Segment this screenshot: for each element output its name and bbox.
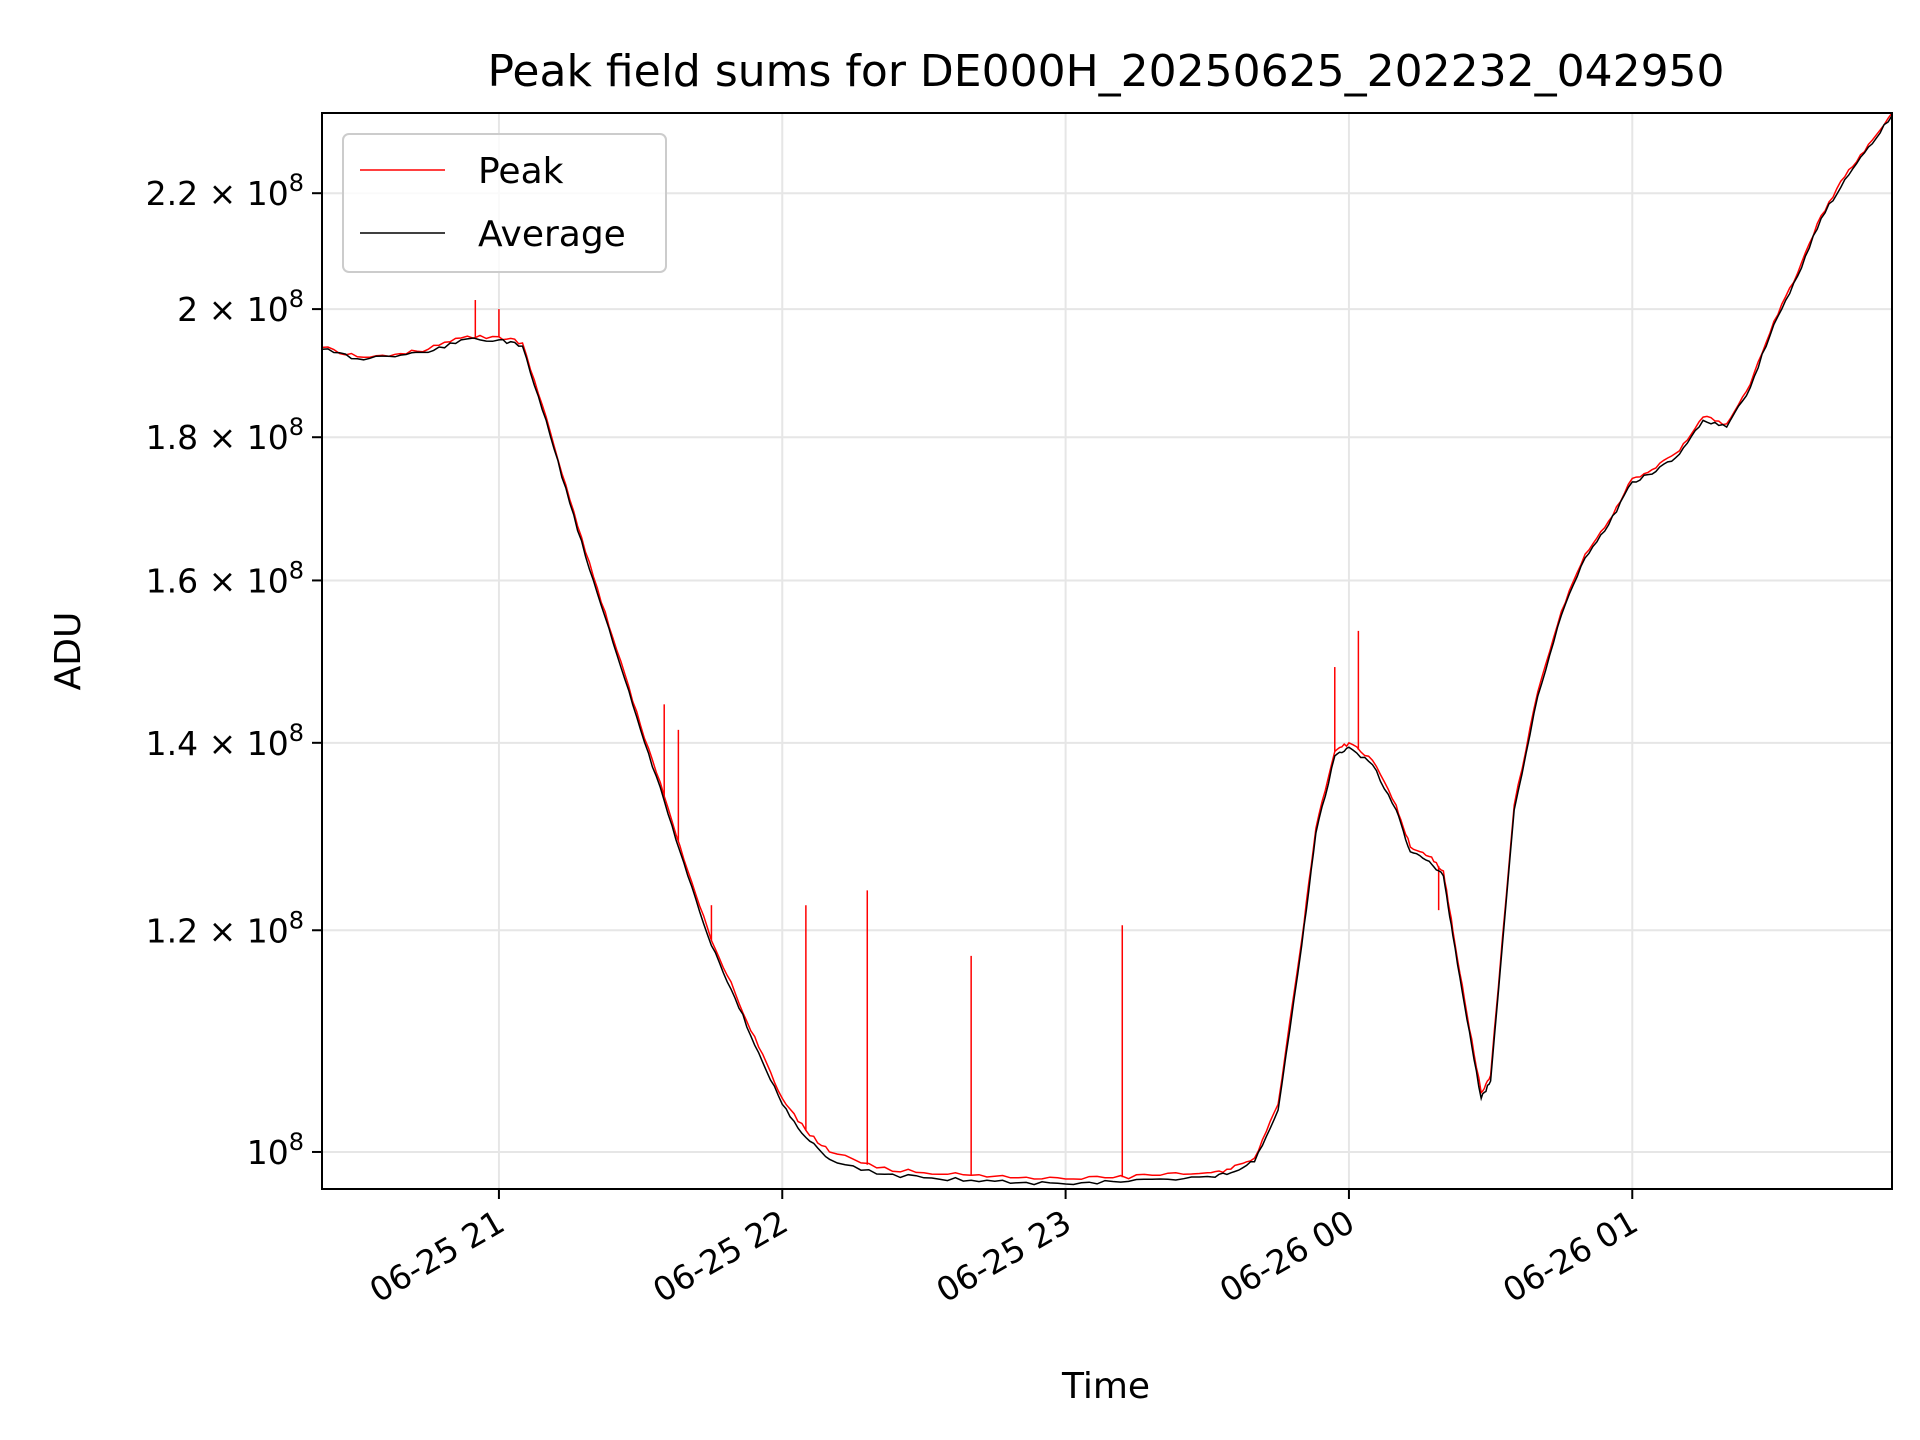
y-tick-label: 2.2 × 108 <box>146 169 304 213</box>
x-tick-label: 06-25 21 <box>363 1202 511 1310</box>
y-axis-label: ADU <box>48 612 89 691</box>
legend: Peak Average <box>342 133 667 273</box>
x-tick-label: 06-26 01 <box>1496 1202 1644 1310</box>
x-tick-label: 06-25 22 <box>646 1202 794 1310</box>
y-tick-label: 1.4 × 108 <box>146 719 304 763</box>
legend-label-average: Average <box>478 214 626 255</box>
plot-frame <box>321 112 1893 1190</box>
x-tick-label: 06-25 23 <box>930 1202 1078 1310</box>
x-tick-label: 06-26 00 <box>1213 1202 1361 1310</box>
x-axis-label: Time <box>1061 1366 1150 1407</box>
grid <box>322 113 1892 1189</box>
y-tick-label: 108 <box>247 1128 304 1172</box>
y-tick-label: 1.8 × 108 <box>146 413 304 457</box>
x-axis: 06-25 21 06-25 22 06-25 23 06-26 00 06-26 01 <box>363 1189 1644 1310</box>
y-tick-label: 2 × 108 <box>177 285 304 329</box>
y-tick-label: 1.6 × 108 <box>146 556 304 600</box>
series-line-average <box>322 115 1892 1186</box>
series-line-peak <box>322 113 1892 1181</box>
legend-label-peak: Peak <box>478 151 564 192</box>
y-axis: 108 1.2 × 108 1.4 × 108 1.6 × 108 1.8 × 108 2… <box>146 169 322 1172</box>
chart-title: Peak field sums for DE000H_20250625_2022… <box>487 46 1724 97</box>
plot-area <box>322 113 1892 1186</box>
legend-box <box>342 133 667 273</box>
y-tick-label: 1.2 × 108 <box>146 906 304 950</box>
